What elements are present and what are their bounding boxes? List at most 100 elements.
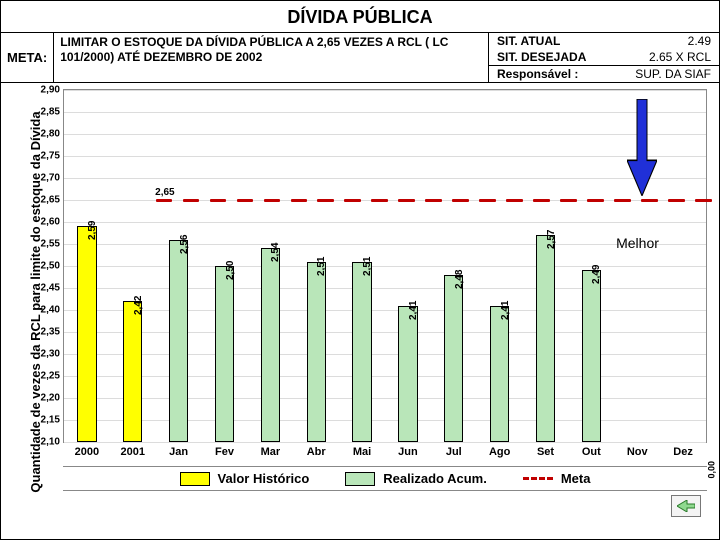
x-tick: Out [582, 442, 601, 458]
bar-value: 2,42 [133, 296, 144, 315]
bar-Jul [444, 275, 463, 442]
bar-value: 2,41 [408, 300, 419, 319]
bar-value: 2,48 [454, 269, 465, 288]
gridline [64, 112, 706, 113]
page: DÍVIDA PÚBLICA META: LIMITAR O ESTOQUE D… [0, 0, 720, 540]
x-tick: Jul [446, 442, 462, 458]
resp-k: Responsável : [497, 67, 578, 81]
bar-Ago [490, 306, 509, 442]
bar-Mar [261, 248, 280, 442]
y-tick: 2,25 [41, 371, 64, 382]
bar-value: 2,56 [179, 234, 190, 253]
meta-value-label: 2,65 [155, 187, 174, 200]
y-tick: 2,60 [41, 217, 64, 228]
bar-2000 [77, 226, 96, 442]
bar-value: 2,50 [225, 261, 236, 280]
x-tick: Ago [489, 442, 510, 458]
sit-desej-v: 2.65 X RCL [649, 50, 711, 64]
gridline [64, 420, 706, 421]
bar-Mai [352, 262, 371, 442]
x-tick: Abr [307, 442, 326, 458]
y-tick: 2,55 [41, 239, 64, 250]
y-tick: 2,45 [41, 283, 64, 294]
legend-meta: Meta [523, 471, 591, 486]
y-tick: 2,85 [41, 107, 64, 118]
y-tick: 2,10 [41, 437, 64, 448]
bar-Jan [169, 240, 188, 442]
plot-area: 2,102,152,202,252,302,352,402,452,502,55… [63, 89, 707, 443]
meta-label: META: [1, 33, 54, 82]
melhor-label: Melhor [616, 235, 659, 251]
meta-text: LIMITAR O ESTOQUE DA DÍVIDA PÚBLICA A 2,… [54, 33, 489, 82]
gridline [64, 244, 706, 245]
x-tick: Nov [627, 442, 648, 458]
gridline [64, 398, 706, 399]
x-tick: 2000 [75, 442, 99, 458]
status-box: SIT. ATUAL 2.49 SIT. DESEJADA 2.65 X RCL R… [489, 33, 719, 82]
gridline [64, 222, 706, 223]
y-tick: 2,90 [41, 85, 64, 96]
x-tick: Jan [169, 442, 188, 458]
sit-atual-k: SIT. ATUAL [497, 34, 560, 48]
back-arrow-icon [677, 500, 695, 512]
page-title: DÍVIDA PÚBLICA [1, 1, 719, 32]
y-tick: 2,75 [41, 151, 64, 162]
y-tick: 2,50 [41, 261, 64, 272]
back-button[interactable] [671, 495, 701, 517]
x-tick: Fev [215, 442, 234, 458]
gridline [64, 156, 706, 157]
swatch-real [345, 472, 375, 486]
x-tick: Mai [353, 442, 371, 458]
bar-value: 2,51 [316, 256, 327, 275]
y-tick: 2,35 [41, 327, 64, 338]
meta-row: META: LIMITAR O ESTOQUE DA DÍVIDA PÚBLIC… [1, 32, 719, 83]
gridline [64, 332, 706, 333]
bar-value: 2,57 [546, 230, 557, 249]
gridline [64, 266, 706, 267]
sit-desej-k: SIT. DESEJADA [497, 50, 586, 64]
chart: Quantidade de vezes da RCL para limite d… [1, 83, 719, 521]
y-tick: 2,30 [41, 349, 64, 360]
gridline [64, 376, 706, 377]
swatch-hist [180, 472, 210, 486]
y-tick: 2,20 [41, 393, 64, 404]
down-arrow-icon [627, 99, 657, 196]
gridline [64, 134, 706, 135]
bar-Jun [398, 306, 417, 442]
bar-value: 2,41 [500, 300, 511, 319]
legend: Valor Histórico Realizado Acum. Meta [63, 466, 707, 491]
gridline [64, 90, 706, 91]
gridline [64, 354, 706, 355]
x-tick: 2001 [121, 442, 145, 458]
bar-Set [536, 235, 555, 442]
x-tick: Mar [261, 442, 281, 458]
gridline [64, 288, 706, 289]
bar-Out [582, 270, 601, 442]
legend-real-label: Realizado Acum. [383, 471, 487, 486]
corner-note: 0,00 [707, 461, 717, 479]
bar-value: 2,51 [362, 256, 373, 275]
x-tick: Set [537, 442, 554, 458]
y-tick: 2,15 [41, 415, 64, 426]
y-tick: 2,80 [41, 129, 64, 140]
bar-value: 2,54 [270, 243, 281, 262]
y-tick: 2,40 [41, 305, 64, 316]
x-tick: Jun [398, 442, 418, 458]
gridline [64, 178, 706, 179]
y-axis-label: Quantidade de vezes da RCL para limite d… [28, 111, 43, 492]
gridline [64, 310, 706, 311]
bar-value: 2,59 [87, 221, 98, 240]
legend-hist-label: Valor Histórico [218, 471, 310, 486]
bar-2001 [123, 301, 142, 442]
x-tick: Dez [673, 442, 693, 458]
bar-Fev [215, 266, 234, 442]
legend-meta-label: Meta [561, 471, 591, 486]
bar-value: 2,49 [591, 265, 602, 284]
legend-hist: Valor Histórico [180, 471, 310, 486]
swatch-meta [523, 477, 553, 480]
resp-v: SUP. DA SIAF [635, 67, 711, 81]
gridline [64, 442, 706, 443]
y-tick: 2,70 [41, 173, 64, 184]
sit-atual-v: 2.49 [688, 34, 711, 48]
y-tick: 2,65 [41, 195, 64, 206]
